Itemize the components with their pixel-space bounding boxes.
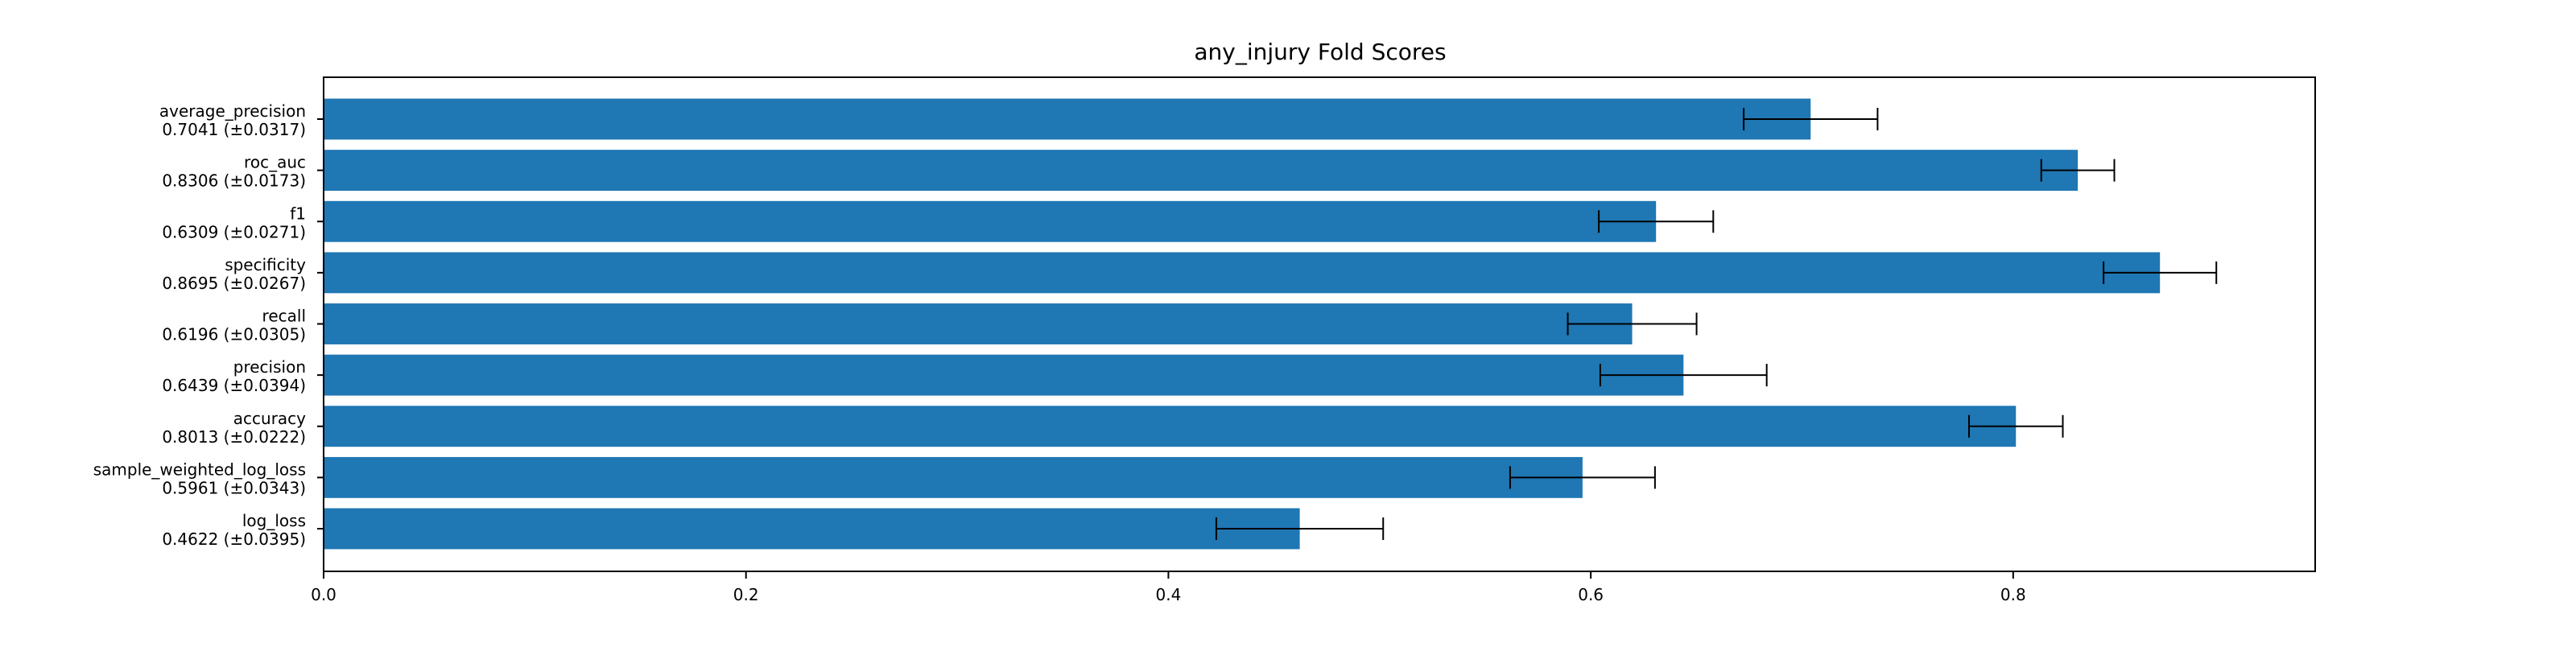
- y-tick-label-metric: roc_auc: [244, 153, 306, 172]
- y-tick-label-summary: 0.6309 (±0.0271): [162, 222, 306, 241]
- bar-specificity: [324, 252, 2161, 294]
- y-tick-label-metric: log_loss: [242, 511, 306, 530]
- y-tick-label-metric: specificity: [225, 255, 306, 274]
- errorbar-accuracy: [1968, 414, 2064, 438]
- errorbar-specificity: [2103, 261, 2218, 284]
- y-tick-label-summary: 0.5961 (±0.0343): [162, 478, 306, 497]
- y-tick-label-metric: sample_weighted_log_loss: [93, 459, 306, 479]
- bar-roc-auc: [324, 150, 2079, 192]
- bar-log-loss: [324, 508, 1300, 550]
- y-tick-label-summary: 0.6439 (±0.0394): [162, 376, 306, 395]
- x-tick-label: 0.2: [733, 585, 759, 604]
- y-tick-label-metric: accuracy: [233, 409, 306, 428]
- y-tick-label-metric: recall: [262, 307, 306, 326]
- y-tick-label-summary: 0.6196 (±0.0305): [162, 325, 306, 344]
- bar-accuracy: [324, 406, 2017, 447]
- bar-recall: [324, 303, 1633, 344]
- bar-f1: [324, 200, 1657, 242]
- errorbar-f1: [1598, 210, 1715, 233]
- errorbar-sample-weighted-log-loss: [1509, 466, 1656, 489]
- chart-title: any_injury Fold Scores: [1194, 39, 1446, 65]
- y-tick-label-summary: 0.7041 (±0.0317): [162, 120, 306, 139]
- x-tick-label: 0.8: [2000, 585, 2026, 604]
- bars-layer: [324, 98, 2161, 550]
- errorbar-average-precision: [1743, 108, 1879, 130]
- errorbars-layer: [1215, 108, 2218, 540]
- bar-sample-weighted-log-loss: [324, 456, 1583, 498]
- y-tick-label-summary: 0.8695 (±0.0267): [162, 274, 306, 293]
- bar-precision: [324, 354, 1684, 396]
- y-tick-label-metric: average_precision: [159, 101, 306, 121]
- x-tick-label: 0.6: [1578, 585, 1604, 604]
- y-tick-label-summary: 0.4622 (±0.0395): [162, 530, 306, 549]
- y-tick-label-metric: precision: [233, 357, 306, 377]
- bar-average-precision: [324, 98, 1811, 140]
- x-tick-label: 0.4: [1156, 585, 1182, 604]
- errorbar-log-loss: [1215, 517, 1385, 540]
- errorbar-recall: [1567, 312, 1698, 336]
- errorbar-roc-auc: [2040, 159, 2116, 182]
- errorbar-precision: [1599, 364, 1768, 387]
- x-axis: 0.0 0.2 0.4 0.6 0.8: [311, 571, 2026, 604]
- y-tick-label-summary: 0.8306 (±0.0173): [162, 171, 306, 191]
- y-tick-label-metric: f1: [290, 204, 306, 223]
- x-tick-label: 0.0: [311, 585, 336, 604]
- y-tick-label-summary: 0.8013 (±0.0222): [162, 427, 306, 447]
